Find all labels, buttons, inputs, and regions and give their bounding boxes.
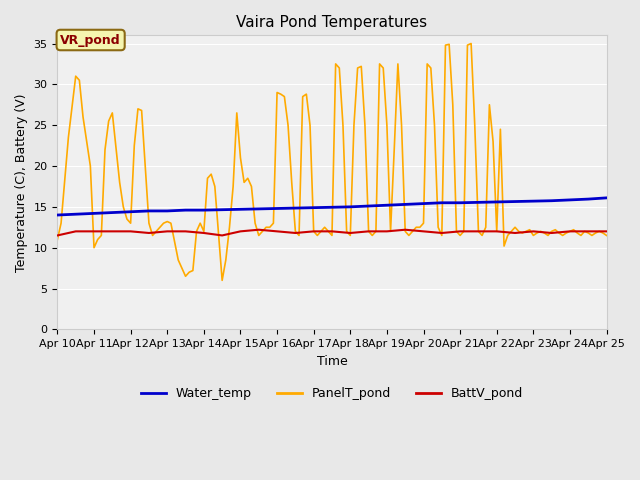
Legend: Water_temp, PanelT_pond, BattV_pond: Water_temp, PanelT_pond, BattV_pond: [136, 383, 528, 406]
X-axis label: Time: Time: [317, 355, 348, 368]
Title: Vaira Pond Temperatures: Vaira Pond Temperatures: [236, 15, 428, 30]
Text: VR_pond: VR_pond: [60, 34, 121, 47]
Y-axis label: Temperature (C), Battery (V): Temperature (C), Battery (V): [15, 93, 28, 272]
